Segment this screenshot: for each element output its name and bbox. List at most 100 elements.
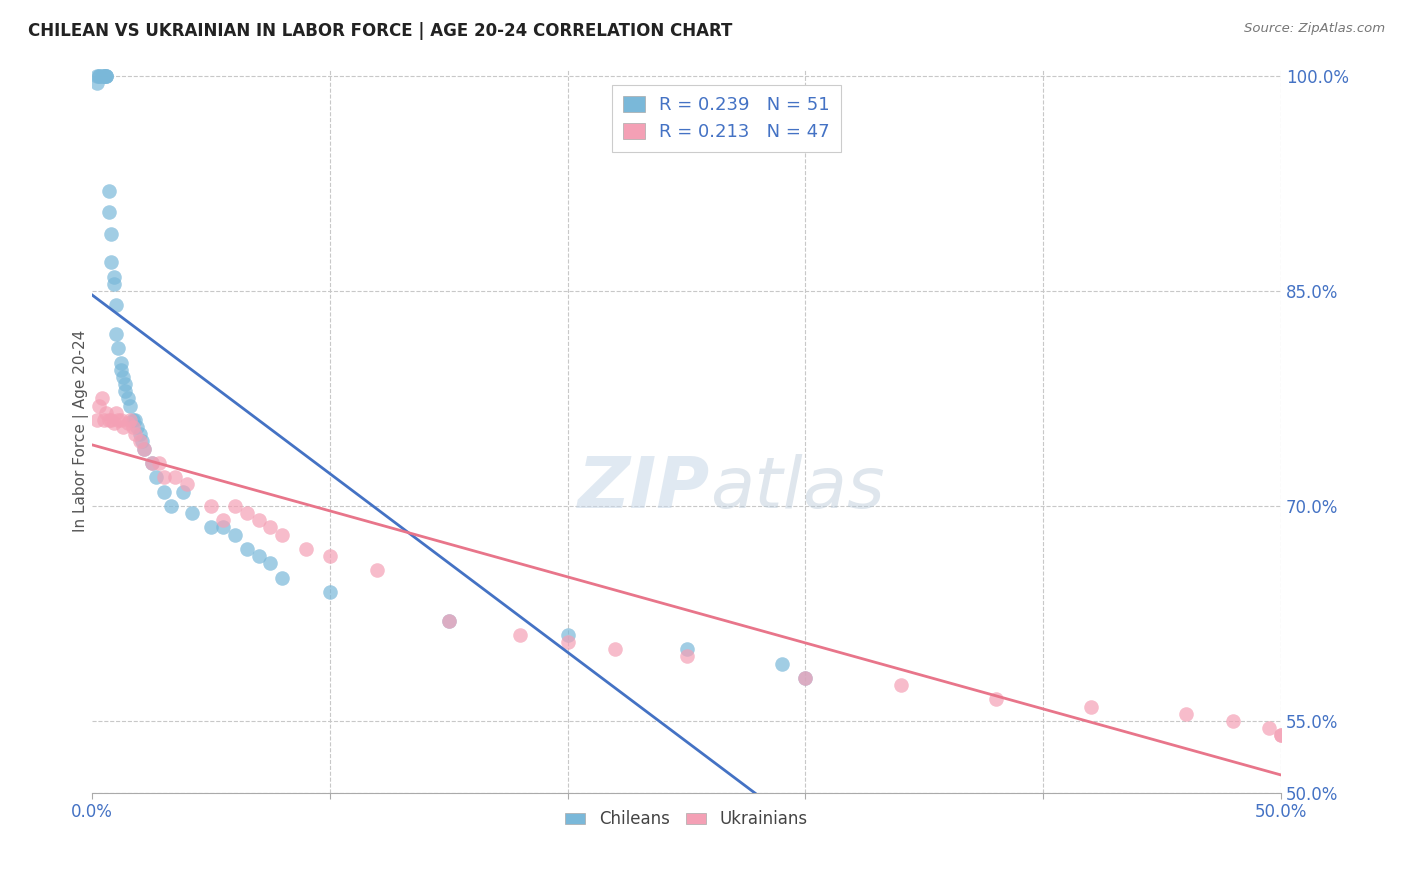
Point	[103, 277, 125, 291]
Point	[90, 69, 112, 83]
Point	[117, 416, 139, 430]
Point	[1222, 714, 1244, 728]
Point	[509, 628, 531, 642]
Text: CHILEAN VS UKRAINIAN IN LABOR FORCE | AGE 20-24 CORRELATION CHART: CHILEAN VS UKRAINIAN IN LABOR FORCE | AG…	[28, 22, 733, 40]
Point	[224, 527, 246, 541]
Point	[121, 413, 143, 427]
Point	[148, 456, 170, 470]
Point	[86, 76, 108, 90]
Point	[96, 69, 118, 83]
Point	[104, 406, 127, 420]
Point	[89, 69, 111, 83]
Point	[96, 69, 118, 83]
Point	[100, 255, 122, 269]
Y-axis label: In Labor Force | Age 20-24: In Labor Force | Age 20-24	[73, 329, 89, 532]
Point	[200, 499, 222, 513]
Text: atlas: atlas	[710, 454, 884, 523]
Point	[259, 520, 281, 534]
Point	[165, 470, 187, 484]
Point	[110, 363, 132, 377]
Point	[984, 692, 1007, 706]
Point	[319, 585, 342, 599]
Point	[131, 434, 153, 449]
Point	[319, 549, 342, 563]
Point	[675, 649, 697, 664]
Point	[96, 69, 118, 83]
Point	[366, 564, 388, 578]
Point	[200, 520, 222, 534]
Point	[437, 614, 460, 628]
Point	[176, 477, 198, 491]
Point	[121, 420, 143, 434]
Point	[117, 392, 139, 406]
Point	[100, 413, 122, 427]
Point	[120, 413, 142, 427]
Point	[93, 413, 115, 427]
Point	[437, 614, 460, 628]
Point	[212, 513, 235, 527]
Point	[295, 541, 318, 556]
Point	[794, 671, 817, 685]
Point	[557, 628, 579, 642]
Point	[152, 484, 174, 499]
Point	[110, 355, 132, 369]
Point	[1270, 728, 1292, 742]
Point	[235, 506, 257, 520]
Point	[97, 184, 120, 198]
Point	[605, 642, 627, 657]
Point	[97, 205, 120, 219]
Text: Source: ZipAtlas.com: Source: ZipAtlas.com	[1244, 22, 1385, 36]
Point	[107, 341, 129, 355]
Point	[152, 470, 174, 484]
Point	[124, 427, 146, 442]
Point	[259, 556, 281, 570]
Point	[114, 384, 136, 399]
Point	[271, 571, 294, 585]
Point	[1080, 699, 1102, 714]
Point	[141, 456, 163, 470]
Point	[90, 392, 112, 406]
Point	[97, 413, 120, 427]
Point	[181, 506, 204, 520]
Point	[89, 69, 111, 83]
Point	[128, 434, 150, 449]
Point	[124, 413, 146, 427]
Point	[103, 269, 125, 284]
Point	[212, 520, 235, 534]
Point	[224, 499, 246, 513]
Point	[107, 413, 129, 427]
Point	[112, 370, 135, 384]
Point	[100, 227, 122, 241]
Point	[127, 420, 149, 434]
Point	[675, 642, 697, 657]
Point	[110, 413, 132, 427]
Text: ZIP: ZIP	[578, 454, 710, 523]
Point	[557, 635, 579, 649]
Point	[1270, 728, 1292, 742]
Point	[1174, 706, 1197, 721]
Point	[103, 416, 125, 430]
Legend: Chileans, Ukrainians: Chileans, Ukrainians	[558, 804, 814, 835]
Point	[141, 456, 163, 470]
Point	[104, 326, 127, 341]
Point	[134, 442, 156, 456]
Point	[114, 377, 136, 392]
Point	[794, 671, 817, 685]
Point	[1258, 721, 1281, 735]
Point	[770, 657, 793, 671]
Point	[86, 69, 108, 83]
Point	[134, 442, 156, 456]
Point	[96, 406, 118, 420]
Point	[145, 470, 167, 484]
Point	[159, 499, 181, 513]
Point	[93, 69, 115, 83]
Point	[890, 678, 912, 692]
Point	[235, 541, 257, 556]
Point	[128, 427, 150, 442]
Point	[247, 513, 270, 527]
Point	[89, 399, 111, 413]
Point	[104, 298, 127, 312]
Point	[271, 527, 294, 541]
Point	[112, 420, 135, 434]
Point	[86, 413, 108, 427]
